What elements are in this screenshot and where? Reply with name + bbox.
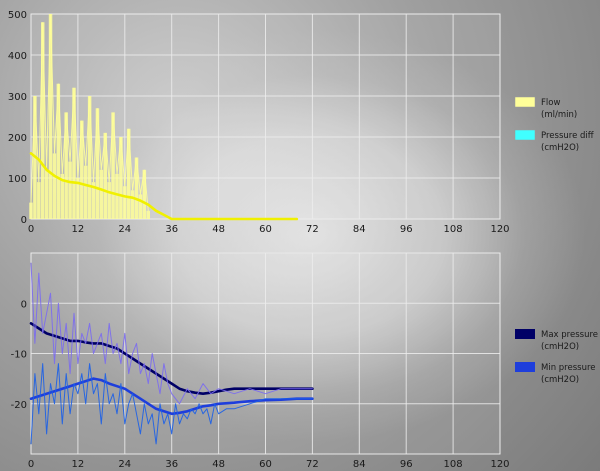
- flow-y-tick-label: 300: [8, 92, 27, 103]
- flow-y-tick-label: 0: [21, 215, 27, 226]
- pressure-x-tick-label: 120: [490, 459, 509, 470]
- pressure-x-tick-label: 72: [306, 459, 319, 470]
- flow-x-tick-label: 60: [259, 224, 272, 235]
- legend-pressure-diff: Pressure diff (cmH2O): [514, 129, 595, 153]
- legend-flow: Flow (ml/min): [514, 96, 577, 120]
- legend-label-flow-line2: (ml/min): [541, 110, 577, 120]
- legend-label-pressure-diff-line1: Pressure diff: [541, 131, 595, 141]
- pressure-y-tick-label: 0: [21, 299, 27, 310]
- pressure-x-tick-label: 36: [165, 459, 178, 470]
- legend-swatch-pressure-diff: [514, 129, 536, 141]
- flow-y-tick-label: 500: [8, 10, 27, 21]
- pressure-y-tick-label: -10: [11, 350, 27, 361]
- flow-x-tick-label: 0: [28, 224, 34, 235]
- flow-x-tick-label: 96: [400, 224, 413, 235]
- flow-series-1-line: [29, 152, 299, 221]
- legend-label-flow-line1: Flow: [541, 98, 560, 108]
- flow-x-tick-label: 108: [444, 224, 463, 235]
- pressure-x-tick-label: 108: [444, 459, 463, 470]
- flow-x-tick-label: 48: [212, 224, 225, 235]
- flow-x-tick-label: 24: [118, 224, 131, 235]
- pressure-series-2-line: [29, 377, 314, 416]
- pressure-y-tick-label: -20: [11, 400, 27, 411]
- legend-label-max-pressure-line1: Max pressure: [541, 330, 598, 340]
- pressure-series-1-line: [30, 262, 313, 405]
- pressure-x-tick-label: 24: [118, 459, 131, 470]
- legend-swatch-flow: [514, 96, 536, 108]
- legend-label-min-pressure-line2: (cmH2O): [541, 375, 579, 385]
- flow-y-tick-label: 100: [8, 174, 27, 185]
- legend-label-max-pressure-line2: (cmH2O): [541, 342, 579, 352]
- pressure-x-tick-label: 48: [212, 459, 225, 470]
- flow-x-tick-label: 120: [490, 224, 509, 235]
- flow-x-tick-label: 72: [306, 224, 319, 235]
- legend-max-pressure: Max pressure (cmH2O): [515, 329, 598, 352]
- pressure-series-0-line: [29, 322, 314, 395]
- legend-swatch-max-pressure: [515, 329, 535, 339]
- pressure-x-tick-label: 84: [353, 459, 366, 470]
- flow-series-0-spikes: [29, 14, 150, 219]
- pressure-series-3-line: [30, 363, 313, 445]
- pressure-x-tick-label: 12: [72, 459, 85, 470]
- legend-label-pressure-diff-line2: (cmH2O): [541, 143, 579, 153]
- pressure-x-tick-label: 0: [28, 459, 34, 470]
- pressure-chart: 0 12 24 36 48 60 72 84 96 108 120 0 -10 -20: [11, 252, 510, 470]
- pressure-x-tick-label: 60: [259, 459, 272, 470]
- flow-y-tick-label: 200: [8, 133, 27, 144]
- flow-series-0-outline: [30, 13, 149, 211]
- flow-chart: 0 12 24 36 48 60 72 84 96 108 120 0 100 200 300 400 500: [8, 10, 510, 235]
- flow-x-tick-label: 12: [72, 224, 85, 235]
- legend-label-min-pressure-line1: Min pressure: [541, 363, 596, 373]
- legend-swatch-min-pressure: [515, 362, 535, 372]
- pressure-x-tick-label: 96: [400, 459, 413, 470]
- flow-x-tick-label: 84: [353, 224, 366, 235]
- legend-min-pressure: Min pressure (cmH2O): [515, 362, 596, 385]
- flow-x-tick-label: 36: [165, 224, 178, 235]
- flow-y-tick-label: 400: [8, 51, 27, 62]
